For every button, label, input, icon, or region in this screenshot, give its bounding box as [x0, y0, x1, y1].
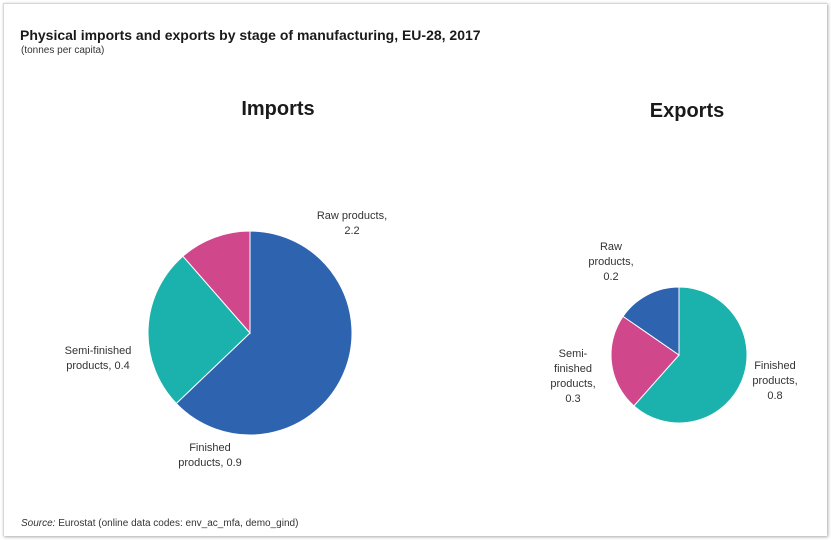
slice-label-raw-products: Raw products, 2.2 [317, 210, 387, 237]
slice-label-raw-products: Raw products, 0.2 [588, 241, 633, 283]
pie-title-exports: Exports [650, 100, 724, 122]
pie-exports: Exports Finished products, 0.8 Semi-finished… [550, 100, 798, 424]
pie-title-imports: Imports [241, 98, 314, 120]
pie-slice-finished-products [147, 255, 251, 405]
pie-slice-raw-products [622, 286, 680, 356]
pie-slice-semi-finished-products [182, 230, 251, 335]
slice-label-finished-products: Finished products, 0.9 [178, 442, 242, 469]
source-label: Source: [21, 518, 56, 529]
chart-frame [3, 3, 827, 536]
slice-label-semi-finished-products: Semi-finished products, 0.3 [550, 348, 595, 405]
chart-subtitle: (tonnes per capita) [21, 45, 105, 56]
pie-slice-semi-finished-products [610, 315, 680, 407]
pie-slice-raw-products [175, 230, 353, 436]
slice-label-semi-finished-products: Semi-finished products, 0.4 [65, 345, 132, 372]
source-note: Source: Eurostat (online data codes: env… [21, 518, 298, 529]
pie-slice-finished-products [633, 286, 748, 424]
slice-label-finished-products: Finished products, 0.8 [752, 360, 797, 402]
pie-imports: Imports Raw products, 2.2 Finished products,… [65, 98, 387, 469]
source-text: Eurostat (online data codes: env_ac_mfa,… [58, 518, 299, 529]
chart-title: Physical imports and exports by stage of… [20, 27, 481, 43]
